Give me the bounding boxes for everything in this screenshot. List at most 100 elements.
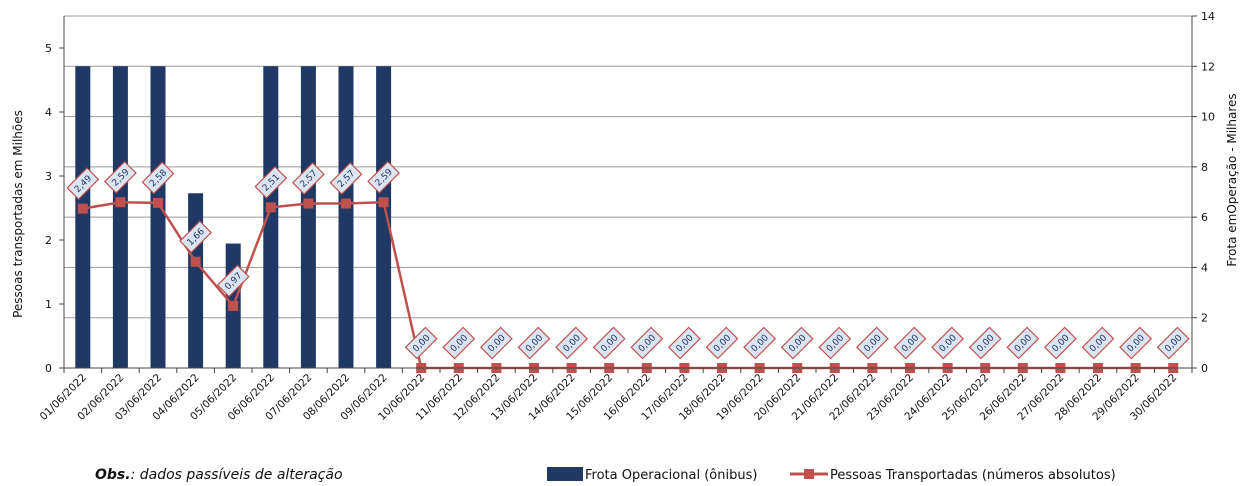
line-path (82, 200, 1174, 370)
line-marker (341, 198, 351, 209)
legend-bar-swatch (547, 467, 583, 481)
data-label-box (1043, 326, 1077, 360)
line-marker (228, 300, 239, 311)
data-label: 0,00 (968, 326, 1002, 360)
data-label-box (479, 326, 513, 360)
data-label: 0,00 (630, 326, 664, 360)
line-marker (153, 197, 163, 208)
data-label-box (254, 165, 288, 199)
data-label-box (592, 326, 626, 360)
data-label: 2,58 (141, 161, 175, 195)
data-label: 0,00 (931, 326, 965, 360)
data-label-box (103, 160, 137, 194)
y-tick-label: 3 (45, 170, 52, 183)
data-label-box (818, 326, 852, 360)
data-label: 0,97 (216, 264, 250, 298)
note-bold: Obs. (95, 467, 131, 483)
legend-line-marker (804, 469, 814, 479)
data-label: 0,00 (818, 326, 852, 360)
y2-axis-title: Frota emOperação - Milhares (1225, 93, 1239, 266)
data-label: 0,00 (517, 326, 551, 360)
legend-line-label: Pessoas Transportadas (números absolutos… (830, 468, 1116, 483)
data-label-box (1081, 326, 1115, 360)
data-label: 0,00 (743, 326, 777, 360)
data-label: 0,00 (1006, 326, 1040, 360)
data-label: 0,00 (592, 326, 626, 360)
data-label: 0,00 (705, 326, 739, 360)
data-label-box (968, 326, 1002, 360)
data-label: 0,00 (1081, 326, 1115, 360)
data-label: 2,59 (367, 160, 401, 194)
data-label: 0,00 (404, 326, 438, 360)
data-label: 2,57 (291, 162, 325, 195)
data-label-box (667, 326, 701, 360)
y2-tick-label: 6 (1201, 211, 1208, 224)
y-tick-label: 0 (45, 362, 52, 375)
data-label: 0,00 (479, 326, 513, 360)
bar (188, 193, 204, 368)
bar (150, 66, 166, 369)
y2-tick-label: 10 (1201, 111, 1215, 124)
data-label-box (1119, 326, 1153, 360)
bar (338, 66, 354, 369)
line-marker (77, 203, 88, 214)
data-label-box (291, 162, 325, 195)
note-text: : dados passíveis de alteração (131, 467, 343, 483)
y-axis-title: Pessoas transportadas em Milhões (11, 110, 25, 318)
line-marker (378, 197, 389, 208)
data-label-box (517, 326, 551, 360)
line-marker (115, 197, 126, 208)
observation-note: Obs.: dados passíveis de alteração (95, 467, 343, 483)
y-tick-label: 4 (45, 106, 52, 119)
data-label-box (179, 220, 213, 254)
data-label-box (1006, 326, 1040, 360)
data-label: 0,00 (1156, 326, 1190, 360)
data-label-box (705, 326, 739, 360)
data-label: 0,00 (667, 326, 701, 360)
bar (263, 66, 279, 369)
data-label-box (893, 326, 927, 360)
bar (376, 66, 392, 369)
data-label: 2,51 (254, 165, 288, 199)
y2-tick-label: 14 (1201, 10, 1215, 23)
data-label-box (855, 326, 889, 360)
y2-tick-label: 2 (1201, 312, 1208, 325)
y2-tick-label: 12 (1201, 60, 1215, 73)
data-label-box (555, 326, 589, 360)
data-label-box (141, 161, 175, 195)
data-label: 0,00 (442, 326, 476, 360)
data-label: 0,00 (1119, 326, 1153, 360)
data-label: 2,49 (66, 167, 100, 201)
data-label-box (367, 160, 401, 194)
y2-tick-label: 8 (1201, 161, 1208, 174)
legend: Frota Operacional (ônibus) Pessoas Trans… (547, 467, 1116, 483)
data-label: 1,66 (179, 220, 213, 254)
y-tick-label: 1 (45, 298, 52, 311)
data-label-box (780, 326, 814, 360)
legend-bar-label: Frota Operacional (ônibus) (585, 468, 757, 483)
data-label: 0,00 (855, 326, 889, 360)
data-label: 0,00 (780, 326, 814, 360)
data-label: 2,57 (329, 162, 363, 195)
data-label-box (66, 167, 100, 201)
line-marker (303, 198, 314, 209)
y2-tick-label: 4 (1201, 261, 1208, 274)
data-label: 2,59 (103, 160, 137, 194)
y-tick-label: 5 (45, 42, 52, 55)
line-marker (190, 256, 201, 267)
data-labels: 2,49 2,59 2,581,660,972,51 2,57 2,57 2,590,00… (66, 160, 1190, 360)
data-label-box (404, 326, 438, 360)
data-label-box (931, 326, 965, 360)
axes: 0123450246810121401/06/202202/06/202203/… (38, 10, 1215, 423)
grid-lines (64, 15, 1192, 369)
data-label-box (329, 162, 363, 195)
data-label-box (1156, 326, 1190, 360)
y-tick-label: 2 (45, 234, 52, 247)
data-label: 0,00 (893, 326, 927, 360)
y2-tick-label: 0 (1201, 362, 1208, 375)
data-label: 0,00 (1043, 326, 1077, 360)
data-label-box (743, 326, 777, 360)
data-label: 0,00 (555, 326, 589, 360)
data-label-box (216, 264, 250, 298)
